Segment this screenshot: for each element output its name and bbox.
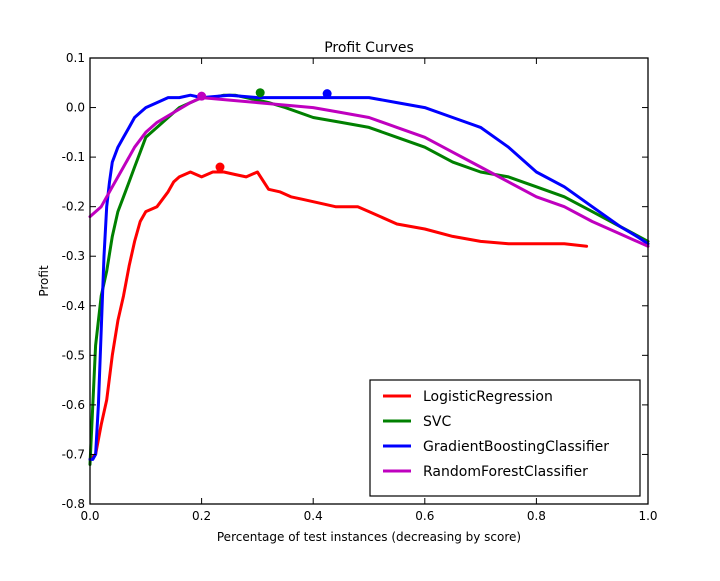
- y-tick-label: -0.6: [62, 398, 85, 412]
- y-tick-label: -0.4: [62, 299, 85, 313]
- series-line-gradientboostingclassifier: [88, 93, 650, 461]
- max-point-randomforestclassifier: [197, 91, 207, 101]
- x-axis-label: Percentage of test instances (decreasing…: [217, 530, 521, 544]
- legend-items: LogisticRegression SVC GradientBoostingCla…: [383, 389, 609, 480]
- legend-label-logisticregression: LogisticRegression: [423, 389, 553, 405]
- y-tick-label: -0.5: [62, 348, 85, 362]
- tick-labels-layer: 0.0 0.2 0.4 0.6 0.8 1.0 0.1 0.0 -0.1 -0.2 -0.3 -0.4…: [62, 51, 658, 523]
- y-tick-label: -0.8: [62, 497, 85, 511]
- x-tick-label: 0.4: [304, 509, 323, 523]
- y-tick-label: 0.0: [66, 101, 85, 115]
- x-tick-label: 0.6: [415, 509, 434, 523]
- max-point-svc: [255, 88, 265, 98]
- legend-label-gradientboostingclassifier: GradientBoostingClassifier: [423, 439, 609, 455]
- x-tick-label: 1.0: [638, 509, 657, 523]
- max-point-logisticregression: [215, 162, 225, 172]
- ticks-layer: [89, 57, 649, 505]
- y-tick-label: -0.7: [62, 447, 85, 461]
- y-tick-label: -0.2: [62, 200, 85, 214]
- y-axis-label: Profit: [37, 265, 51, 297]
- plot-frame: [89, 57, 649, 505]
- series-line-randomforestclassifier: [88, 96, 650, 248]
- chart-title: Profit Curves: [324, 40, 414, 56]
- points-layer: [197, 88, 332, 172]
- series-line-logisticregression: [88, 170, 589, 461]
- max-point-gradientboostingclassifier: [322, 89, 332, 99]
- legend-box: [369, 379, 641, 497]
- y-tick-label: -0.1: [62, 150, 85, 164]
- x-tick-label: 0.2: [192, 509, 211, 523]
- legend-label-svc: SVC: [423, 414, 451, 430]
- lines-layer: [88, 93, 650, 466]
- x-tick-label: 0.8: [527, 509, 546, 523]
- x-tick-label: 0.0: [80, 509, 99, 523]
- legend: LogisticRegression SVC GradientBoostingCla…: [369, 379, 641, 497]
- y-tick-label: 0.1: [66, 51, 85, 65]
- legend-label-randomforestclassifier: RandomForestClassifier: [423, 464, 588, 480]
- y-tick-label: -0.3: [62, 249, 85, 263]
